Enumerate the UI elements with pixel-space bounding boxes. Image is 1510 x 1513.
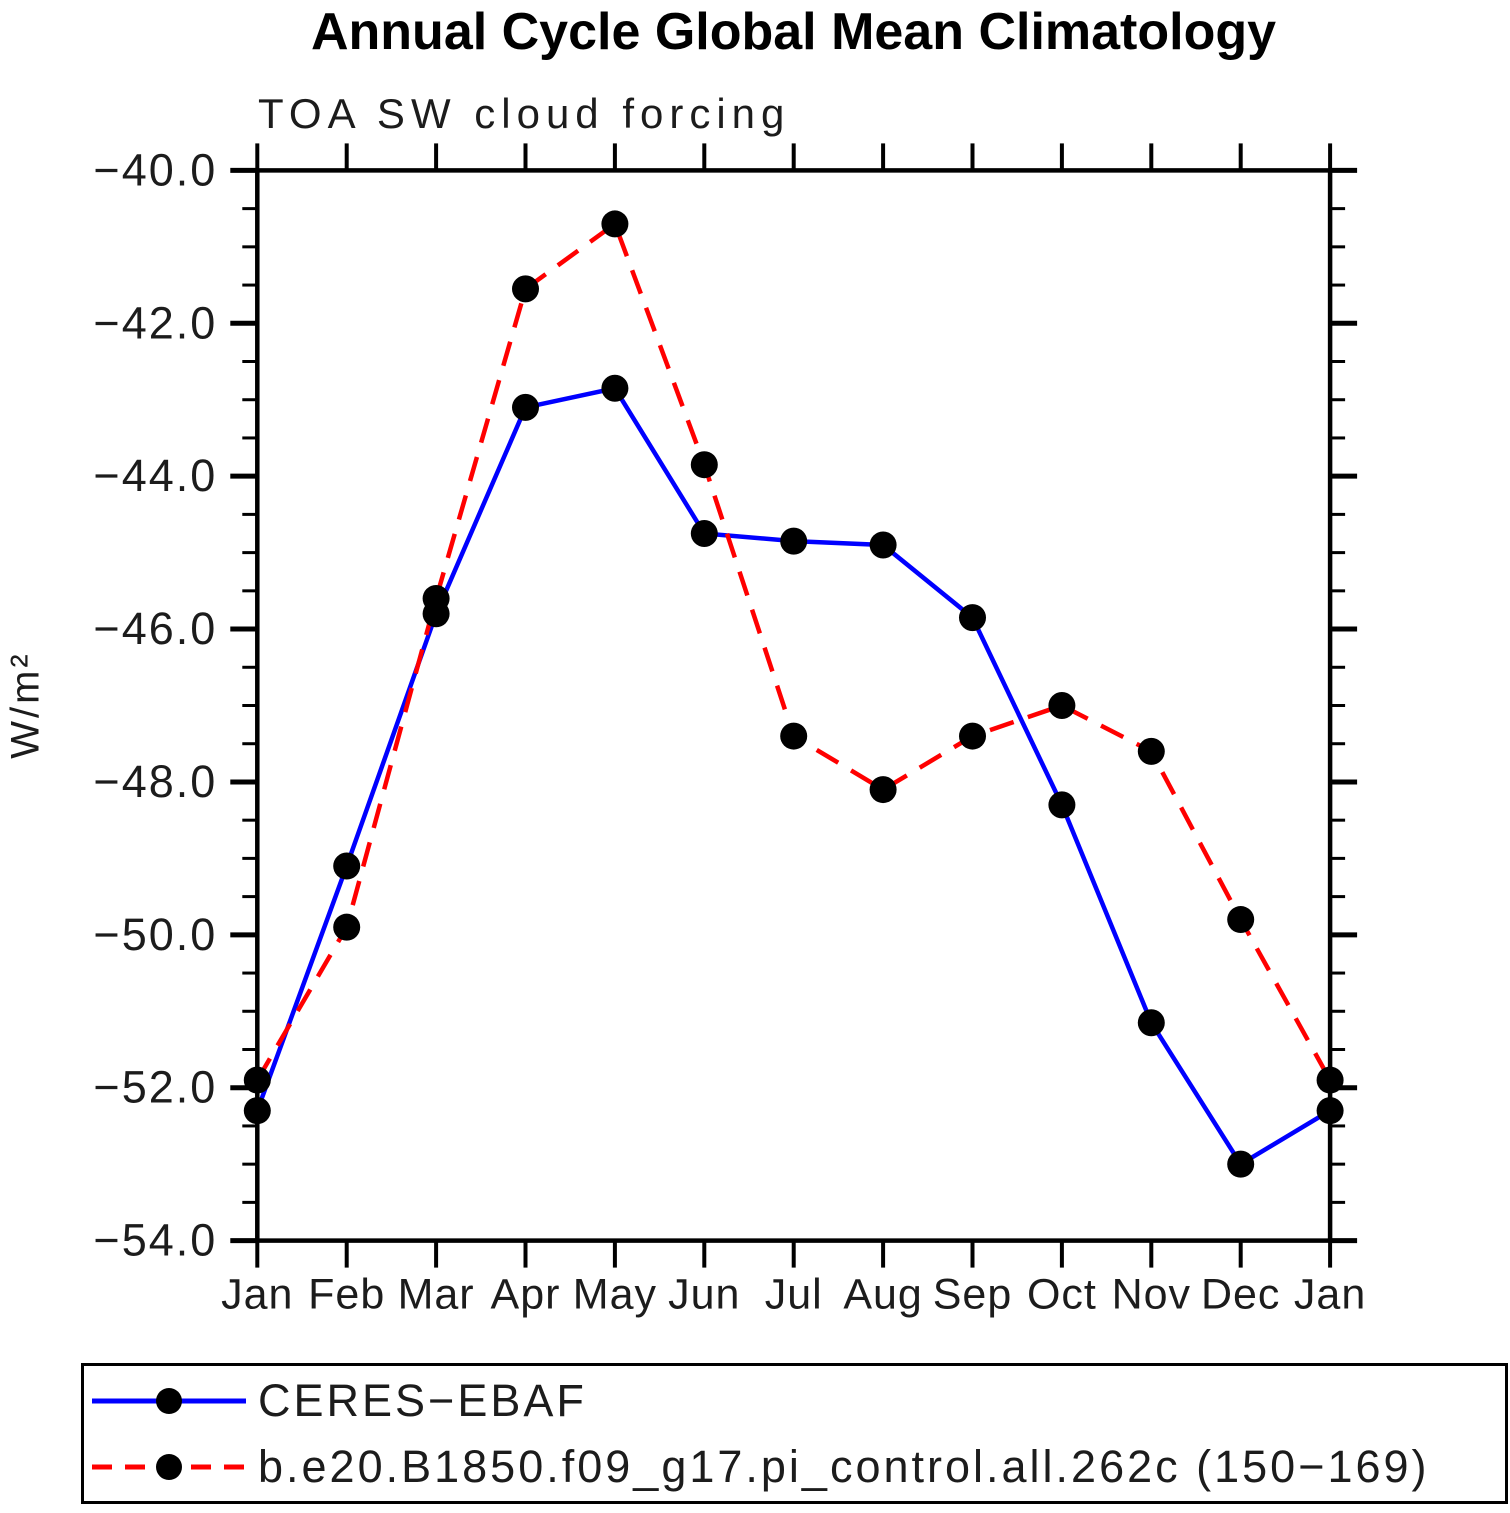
x-tick-label: Sep xyxy=(933,1271,1013,1319)
x-tick-label: Oct xyxy=(1027,1271,1097,1319)
y-tick-label: −50.0 xyxy=(93,909,217,960)
y-tick-label: −54.0 xyxy=(93,1215,217,1266)
x-tick-label: Jan xyxy=(1294,1271,1366,1319)
data-point-marker xyxy=(1137,737,1165,765)
data-point-marker xyxy=(512,275,539,303)
y-tick-label: −48.0 xyxy=(93,756,217,807)
legend-box: CERES−EBAF b.e20.B1850.f09_g17.pi_control… xyxy=(81,1363,1508,1504)
data-point-marker xyxy=(1227,1150,1255,1178)
y-tick-label: −44.0 xyxy=(93,450,217,501)
chart-subtitle: TOA SW cloud forcing xyxy=(258,90,791,137)
legend-marker xyxy=(156,1387,182,1414)
data-point-marker xyxy=(780,722,808,750)
x-tick-label: Aug xyxy=(843,1271,923,1319)
x-tick-label: Dec xyxy=(1201,1271,1280,1319)
data-point-marker xyxy=(333,852,361,880)
data-point-marker xyxy=(959,722,986,750)
x-tick-label: Jul xyxy=(765,1271,823,1319)
legend-line-sample xyxy=(92,1453,246,1480)
y-tick-label: −46.0 xyxy=(93,603,217,654)
legend-marker xyxy=(156,1453,182,1480)
plot-frame xyxy=(255,168,1333,1243)
data-point-marker xyxy=(1048,692,1076,719)
data-point-marker xyxy=(601,374,629,402)
data-point-marker xyxy=(959,604,986,632)
x-tick-label: Nov xyxy=(1112,1271,1191,1319)
x-tick-label: Jan xyxy=(221,1271,293,1319)
x-tick-label: Feb xyxy=(308,1271,385,1319)
data-point-marker xyxy=(869,776,897,804)
data-point-marker xyxy=(243,1066,271,1094)
data-point-marker xyxy=(333,913,361,941)
data-point-marker xyxy=(243,1097,271,1125)
series-line xyxy=(255,385,1332,1168)
data-point-marker xyxy=(869,531,897,559)
data-point-marker xyxy=(1137,1009,1165,1037)
data-point-marker xyxy=(1316,1066,1344,1094)
data-point-marker xyxy=(422,584,450,612)
y-tick-label: −52.0 xyxy=(93,1062,217,1113)
data-point-marker xyxy=(690,451,718,479)
data-point-marker xyxy=(512,393,539,421)
legend-item: CERES−EBAF xyxy=(90,1372,1505,1430)
data-point-marker xyxy=(690,520,718,548)
y-tick-label: −40.0 xyxy=(93,144,217,195)
data-point-marker xyxy=(1316,1097,1344,1125)
data-point-marker xyxy=(1227,906,1255,934)
data-point-marker xyxy=(601,210,629,238)
x-tick-label: May xyxy=(573,1271,657,1319)
y-tick-label: −42.0 xyxy=(93,297,217,348)
series-line xyxy=(255,220,1333,1082)
x-tick-label: Jun xyxy=(668,1271,740,1319)
chart-title: Annual Cycle Global Mean Climatology xyxy=(310,3,1277,61)
legend-label: b.e20.B1850.f09_g17.pi_control.all.262c … xyxy=(258,1440,1430,1492)
legend-label: CERES−EBAF xyxy=(258,1374,587,1426)
legend-line-sample xyxy=(92,1387,246,1414)
x-tick-label: Mar xyxy=(398,1271,475,1319)
data-point-marker xyxy=(1048,791,1076,819)
x-tick-label: Apr xyxy=(491,1271,561,1319)
legend-item: b.e20.B1850.f09_g17.pi_control.all.262c … xyxy=(90,1438,1505,1496)
data-point-marker xyxy=(780,527,808,555)
